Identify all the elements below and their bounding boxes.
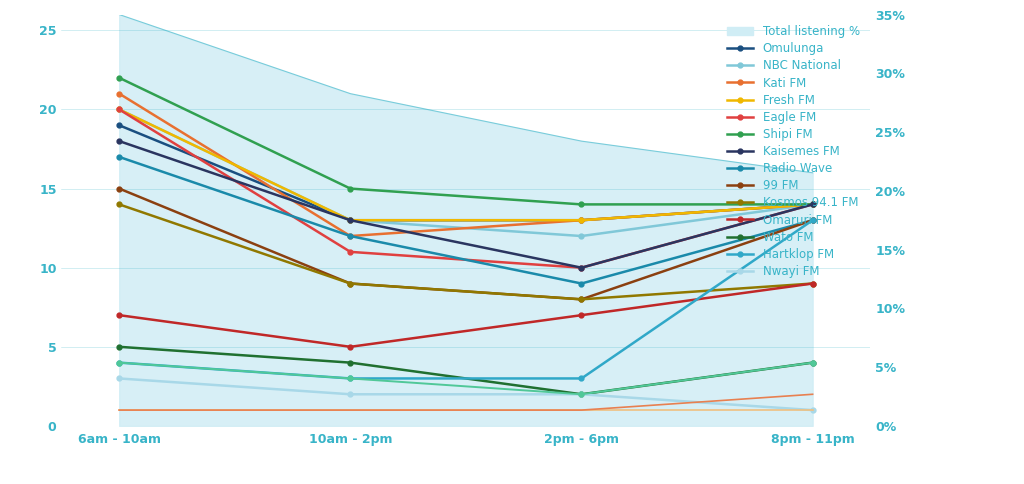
Legend: Total listening %, Omulunga, NBC National, Kati FM, Fresh FM, Eagle FM, Shipi FM: Total listening %, Omulunga, NBC Nationa… <box>723 20 864 283</box>
